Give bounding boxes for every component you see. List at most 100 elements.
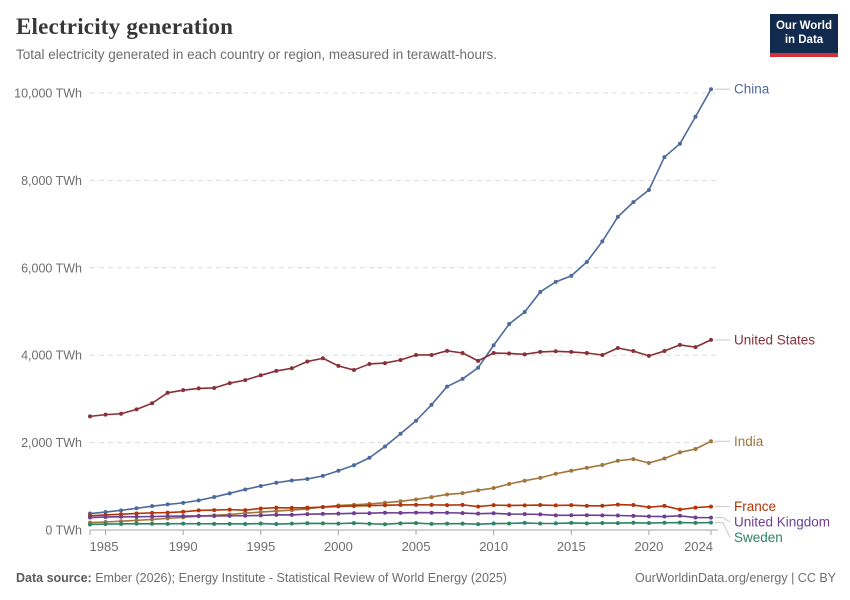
series-point-china[interactable] — [320, 473, 325, 478]
series-point-france[interactable] — [227, 507, 232, 512]
series-point-sweden[interactable] — [320, 521, 325, 526]
series-point-china[interactable] — [507, 322, 512, 327]
series-point-india[interactable] — [134, 518, 139, 523]
series-point-united-kingdom[interactable] — [538, 512, 543, 517]
series-point-united-kingdom[interactable] — [491, 511, 496, 516]
series-point-sweden[interactable] — [507, 521, 512, 526]
series-point-france[interactable] — [414, 502, 419, 507]
owid-logo[interactable]: Our World in Data — [770, 14, 838, 57]
series-point-china[interactable] — [165, 502, 170, 507]
series-point-sweden[interactable] — [336, 521, 341, 526]
series-point-india[interactable] — [553, 471, 558, 476]
series-point-sweden[interactable] — [584, 521, 589, 526]
series-point-united-kingdom[interactable] — [134, 514, 139, 519]
series-point-united-states[interactable] — [693, 345, 698, 350]
series-point-united-states[interactable] — [103, 412, 108, 417]
series-point-china[interactable] — [196, 498, 201, 503]
series-point-china[interactable] — [212, 495, 217, 500]
series-point-united-kingdom[interactable] — [103, 514, 108, 519]
series-point-united-states[interactable] — [212, 385, 217, 390]
series-point-united-kingdom[interactable] — [351, 511, 356, 516]
series-point-united-kingdom[interactable] — [584, 513, 589, 518]
series-point-france[interactable] — [491, 503, 496, 508]
series-point-france[interactable] — [336, 504, 341, 509]
series-point-china[interactable] — [103, 510, 108, 515]
series-point-united-kingdom[interactable] — [522, 512, 527, 517]
series-point-sweden[interactable] — [677, 520, 682, 525]
series-point-united-kingdom[interactable] — [693, 515, 698, 520]
series-point-united-kingdom[interactable] — [274, 512, 279, 517]
series-point-china[interactable] — [538, 289, 543, 294]
series-point-china[interactable] — [522, 310, 527, 315]
series-point-china[interactable] — [460, 376, 465, 381]
series-point-sweden[interactable] — [460, 521, 465, 526]
series-point-india[interactable] — [709, 439, 713, 444]
series-point-china[interactable] — [382, 444, 387, 449]
series-point-sweden[interactable] — [150, 521, 155, 526]
series-point-united-kingdom[interactable] — [445, 510, 450, 515]
series-point-china[interactable] — [662, 155, 667, 160]
series-point-united-states[interactable] — [398, 358, 403, 363]
series-point-china[interactable] — [274, 480, 279, 485]
series-point-united-kingdom[interactable] — [289, 512, 294, 517]
series-point-sweden[interactable] — [88, 522, 92, 527]
series-point-india[interactable] — [615, 458, 620, 463]
series-point-sweden[interactable] — [709, 520, 713, 525]
series-point-china[interactable] — [367, 455, 372, 460]
series-point-united-kingdom[interactable] — [569, 513, 574, 518]
series-point-united-states[interactable] — [320, 356, 325, 361]
series-label-united-states[interactable]: United States — [734, 332, 815, 347]
series-point-france[interactable] — [584, 503, 589, 508]
series-point-united-kingdom[interactable] — [336, 511, 341, 516]
series-point-united-kingdom[interactable] — [196, 513, 201, 518]
series-point-france[interactable] — [382, 503, 387, 508]
series-point-united-kingdom[interactable] — [150, 514, 155, 519]
series-point-united-kingdom[interactable] — [367, 511, 372, 516]
series-point-china[interactable] — [491, 343, 496, 348]
series-point-united-states[interactable] — [165, 390, 170, 395]
series-point-france[interactable] — [351, 503, 356, 508]
series-point-france[interactable] — [522, 503, 527, 508]
series-point-sweden[interactable] — [196, 521, 201, 526]
series-point-united-kingdom[interactable] — [414, 510, 419, 515]
series-point-sweden[interactable] — [646, 521, 651, 526]
series-point-sweden[interactable] — [553, 521, 558, 526]
series-point-france[interactable] — [553, 503, 558, 508]
series-point-france[interactable] — [677, 507, 682, 512]
series-point-sweden[interactable] — [693, 520, 698, 525]
series-point-sweden[interactable] — [445, 521, 450, 526]
series-point-india[interactable] — [522, 478, 527, 483]
series-point-united-kingdom[interactable] — [382, 510, 387, 515]
series-point-france[interactable] — [258, 506, 263, 511]
series-point-united-states[interactable] — [88, 414, 92, 419]
series-point-india[interactable] — [677, 450, 682, 455]
series-point-india[interactable] — [600, 463, 605, 468]
series-point-france[interactable] — [367, 503, 372, 508]
series-point-united-kingdom[interactable] — [615, 513, 620, 518]
series-point-sweden[interactable] — [569, 520, 574, 525]
series-point-united-kingdom[interactable] — [258, 513, 263, 518]
series-point-sweden[interactable] — [212, 521, 217, 526]
series-point-united-states[interactable] — [709, 337, 713, 342]
series-point-united-states[interactable] — [274, 368, 279, 373]
series-point-india[interactable] — [662, 456, 667, 461]
series-point-united-states[interactable] — [538, 349, 543, 354]
series-point-china[interactable] — [243, 487, 248, 492]
series-point-india[interactable] — [569, 468, 574, 473]
series-point-united-kingdom[interactable] — [243, 513, 248, 518]
series-point-france[interactable] — [150, 510, 155, 515]
series-point-united-states[interactable] — [227, 381, 232, 386]
series-point-china[interactable] — [414, 418, 419, 423]
series-point-united-states[interactable] — [584, 351, 589, 356]
series-point-sweden[interactable] — [429, 521, 434, 526]
series-point-france[interactable] — [398, 502, 403, 507]
series-point-united-states[interactable] — [367, 361, 372, 366]
series-point-china[interactable] — [258, 483, 263, 488]
series-point-sweden[interactable] — [134, 521, 139, 526]
series-point-sweden[interactable] — [615, 521, 620, 526]
series-point-united-states[interactable] — [646, 353, 651, 358]
series-point-france[interactable] — [460, 502, 465, 507]
series-point-france[interactable] — [646, 505, 651, 510]
series-point-united-states[interactable] — [414, 352, 419, 357]
series-point-united-states[interactable] — [522, 352, 527, 357]
